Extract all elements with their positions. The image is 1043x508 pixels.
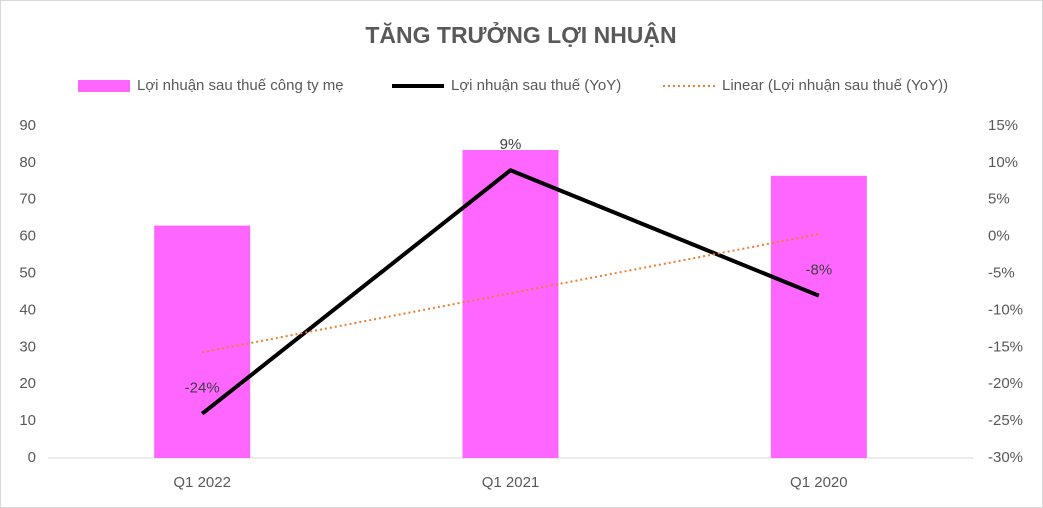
y2-tick-label: 0% — [988, 228, 1010, 245]
y2-tick-label: 15% — [988, 117, 1018, 134]
legend-swatch — [78, 80, 130, 92]
y2-tick-label: -15% — [988, 338, 1023, 355]
y2-tick-label: -25% — [988, 412, 1023, 429]
y-tick-label: 70 — [19, 191, 36, 208]
bar — [154, 225, 251, 458]
y-tick-label: 10 — [19, 412, 36, 429]
data-label: 9% — [500, 136, 522, 153]
legend-label: Lợi nhuận sau thuế (YoY) — [451, 77, 621, 94]
y-tick-label: 40 — [19, 301, 36, 318]
y-tick-label: 60 — [19, 228, 36, 245]
y2-tick-label: 10% — [988, 154, 1018, 171]
y2-tick-label: -20% — [988, 375, 1023, 392]
y-tick-label: 80 — [19, 154, 36, 171]
y-tick-label: 30 — [19, 338, 36, 355]
chart-title: TĂNG TRƯỞNG LỢI NHUẬN — [365, 20, 676, 48]
y-tick-label: 0 — [28, 449, 36, 466]
bar — [770, 175, 867, 459]
data-label: -8% — [805, 262, 832, 279]
x-tick-label: Q1 2021 — [482, 474, 540, 491]
y2-tick-label: -10% — [988, 301, 1023, 318]
legend-label: Linear (Lợi nhuận sau thuế (YoY)) — [722, 77, 948, 94]
y2-tick-label: -5% — [988, 265, 1015, 282]
x-tick-label: Q1 2020 — [790, 474, 848, 491]
data-label: -24% — [185, 380, 220, 397]
y2-tick-label: -30% — [988, 449, 1023, 466]
bar — [462, 149, 559, 458]
y-tick-label: 50 — [19, 265, 36, 282]
legend-label: Lợi nhuận sau thuế công ty mẹ — [137, 77, 344, 94]
x-tick-label: Q1 2022 — [173, 474, 231, 491]
y-tick-label: 20 — [19, 375, 36, 392]
y2-tick-label: 5% — [988, 191, 1010, 208]
line — [200, 168, 820, 416]
y-tick-label: 90 — [19, 117, 36, 134]
